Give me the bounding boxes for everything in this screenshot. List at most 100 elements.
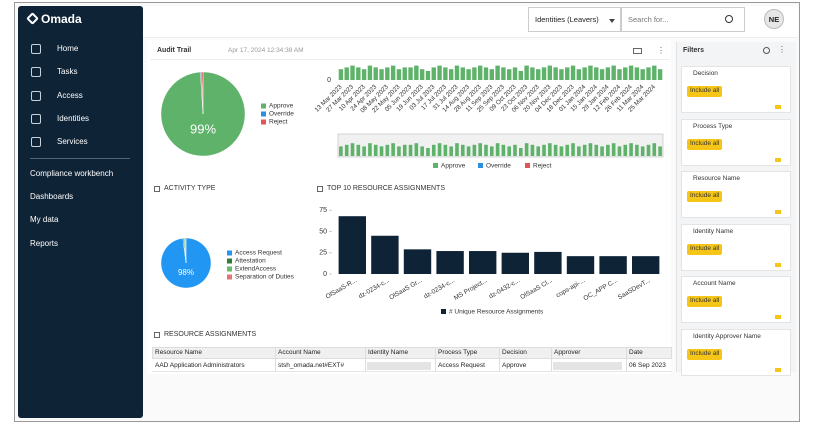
view-select[interactable]: Identities (Leavers) — [528, 7, 621, 32]
filter-card: Resource Name Include all — [681, 171, 791, 218]
nav-link[interactable]: Compliance workbench — [30, 169, 114, 178]
bar — [507, 69, 512, 80]
pie-label: 98% — [178, 268, 194, 277]
nav-item[interactable]: Services — [57, 137, 88, 146]
table-header — [152, 347, 672, 359]
include-button[interactable]: Include all — [687, 138, 723, 150]
bar — [501, 67, 506, 80]
include-button[interactable]: Include all — [687, 296, 723, 307]
navigator-bar — [536, 146, 541, 156]
bar — [501, 252, 529, 274]
filter-card: Decision Include all — [681, 66, 791, 113]
navigator-bar — [524, 143, 529, 156]
navigator-bar — [443, 144, 448, 156]
filter-flag — [775, 367, 781, 372]
navigator-bar — [484, 144, 488, 156]
bar — [385, 67, 390, 80]
nav-link[interactable]: Reports — [30, 239, 59, 248]
include-button[interactable]: Include all — [687, 348, 723, 360]
include-button[interactable]: Include all — [687, 243, 723, 255]
bar — [371, 235, 399, 274]
menu-icon: ⋮ — [778, 45, 786, 54]
nav-link[interactable]: Dashboards — [30, 192, 74, 201]
filter-label: Process Type — [693, 122, 733, 130]
bar — [605, 67, 611, 80]
navigator-bar — [623, 144, 628, 156]
navigator-bar — [640, 146, 645, 156]
section-title: ACTIVITY TYPE — [164, 185, 216, 192]
search-placeholder: Search for... — [628, 15, 669, 24]
navigator-bar — [414, 143, 419, 156]
bar — [436, 251, 464, 274]
navigator-bar — [426, 148, 430, 156]
x-tick-label: SaaSDevT... — [617, 277, 652, 301]
filter-flag — [775, 157, 781, 162]
table-row — [152, 360, 672, 372]
legend-swatch — [525, 163, 530, 168]
navigator-bar — [339, 146, 343, 156]
legend-label: # Unique Resource Assignments — [449, 309, 544, 316]
legend-swatch — [261, 111, 266, 117]
column-header[interactable]: Process Type — [438, 349, 478, 356]
bar — [646, 67, 651, 80]
avatar[interactable]: NE — [764, 9, 784, 29]
x-tick-label: dz-0234-c... — [358, 277, 391, 300]
navigator-bar — [350, 143, 355, 156]
nav-icon — [31, 137, 41, 147]
legend-label: ExtendAccess — [235, 266, 277, 273]
nav-link[interactable]: My data — [30, 215, 59, 224]
nav-item[interactable]: Access — [57, 91, 83, 100]
navigator-bar — [431, 144, 436, 156]
y-tick-label: 0 — [323, 271, 327, 278]
column-header[interactable]: Identity Name — [368, 349, 409, 356]
legend-label: Approve — [441, 163, 466, 170]
filter-label: Resource Name — [693, 175, 740, 182]
include-button[interactable]: Include all — [687, 191, 723, 202]
nav-item[interactable]: Tasks — [57, 67, 78, 76]
column-header[interactable]: Date — [629, 349, 643, 356]
filter-card: Identity Name Include all — [681, 223, 791, 271]
table-cell: 06 Sep 2023 — [629, 362, 666, 369]
y-tick-label: 25 — [319, 250, 327, 257]
legend-label: Reject — [533, 163, 552, 170]
navigator-bar — [652, 143, 657, 156]
legend-label: Separation of Duties — [235, 274, 295, 281]
nav-item[interactable]: Home — [57, 44, 79, 53]
navigator-bar — [449, 146, 453, 156]
filter-flag — [775, 262, 781, 267]
nav-item[interactable]: Identities — [57, 114, 90, 123]
bar — [390, 65, 396, 80]
filter-label: Decision — [693, 70, 718, 77]
navigator-bar — [635, 144, 639, 156]
column-header[interactable]: Approver — [554, 349, 581, 356]
column-header[interactable]: Resource Name — [155, 349, 202, 356]
bar — [541, 67, 547, 80]
legend-label: Override — [269, 111, 294, 118]
navigator-bar — [489, 146, 494, 156]
include-button[interactable]: Include all — [687, 86, 723, 97]
bar — [338, 216, 366, 274]
bar — [617, 69, 622, 80]
panel-icon[interactable] — [633, 48, 642, 54]
filter-label: Account Name — [693, 280, 736, 287]
bar — [396, 69, 402, 80]
x-tick-label: OlSaaS Gr... — [388, 277, 423, 301]
column-header[interactable]: Decision — [502, 349, 527, 356]
legend-label: Reject — [269, 119, 288, 126]
reset-icon[interactable] — [763, 47, 770, 54]
bar — [634, 67, 640, 80]
navigator-bar — [530, 144, 535, 156]
column-header[interactable]: Account Name — [278, 349, 321, 356]
bar — [594, 67, 599, 80]
bar — [547, 65, 553, 80]
navigator-bar — [356, 144, 361, 156]
search-box[interactable]: Search for... — [621, 7, 745, 32]
bar — [582, 67, 587, 80]
table-cell: Access Request — [438, 362, 485, 369]
x-tick-label: OlSaaS Cl... — [519, 277, 554, 301]
legend-label: Override — [486, 163, 511, 170]
navigator-bar — [397, 146, 401, 156]
y-tick-label: 50 — [319, 228, 327, 235]
bar — [565, 67, 570, 80]
